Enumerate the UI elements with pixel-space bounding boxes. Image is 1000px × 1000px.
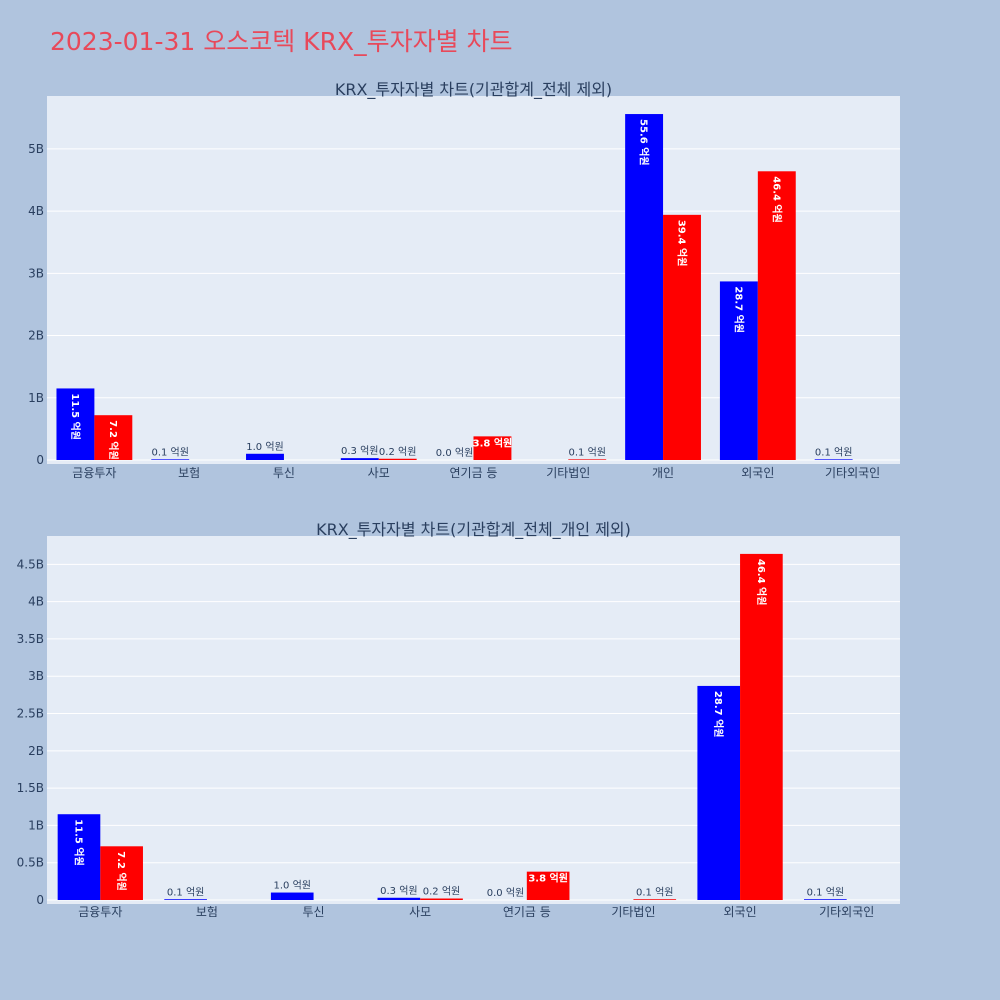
chart1-bar-label: 46.4 억원 <box>770 176 783 223</box>
chart1-bar-label: 11.5 억원 <box>69 393 82 440</box>
chart1-x-tick-label: 기타법인 <box>546 466 590 480</box>
chart2-y-tick-label: 1.5B <box>17 781 44 795</box>
chart2-bar <box>804 899 847 900</box>
chart1-bar <box>151 459 190 460</box>
chart1-x-tick-label: 금융투자 <box>72 466 116 480</box>
chart2-y-tick-label: 3.5B <box>17 632 44 646</box>
chart2-bar-label: 1.0 억원 <box>273 880 310 892</box>
chart1-bar <box>663 214 701 460</box>
chart2-bar-label: 3.8 억원 <box>528 872 568 885</box>
chart2-y-tick-label: 4B <box>28 595 44 609</box>
chart1-bar <box>625 114 664 461</box>
chart2-bar-label: 0.1 억원 <box>807 886 844 898</box>
chart1-x-tick-label: 보험 <box>178 466 200 480</box>
chart1-bar-label: 28.7 억원 <box>732 286 745 333</box>
chart1-bar <box>94 415 133 460</box>
chart1-x-tick-label: 외국인 <box>741 466 774 480</box>
chart2-x-tick-label: 투신 <box>303 905 325 919</box>
chart2-bar <box>100 846 143 900</box>
chart2-bar <box>377 897 421 900</box>
chart1-bar-label: 0.2 억원 <box>379 446 416 458</box>
chart1-bar-label: 39.4 억원 <box>676 220 689 267</box>
chart2-bar <box>697 685 741 900</box>
chart1-x-tick-label: 사모 <box>368 466 390 480</box>
chart1-bar-label: 3.8 억원 <box>473 436 513 449</box>
chart2-y-tick-label: 0 <box>36 893 44 907</box>
chart1-y-tick-label: 2B <box>28 329 44 343</box>
chart1-bar-label: 55.6 억원 <box>638 119 651 166</box>
chart1-y-tick-label: 1B <box>28 391 44 405</box>
chart1-y-tick-label: 0 <box>36 453 44 467</box>
chart1-y-tick-label: 5B <box>28 142 44 156</box>
chart2-bar <box>420 898 463 900</box>
chart1-bar-label: 0.1 억원 <box>151 446 188 458</box>
chart1-x-tick-label: 투신 <box>273 466 295 480</box>
chart2-bar-label: 11.5 억원 <box>72 819 85 866</box>
chart2-bar-label: 0.1 억원 <box>636 886 673 898</box>
chart2-y-tick-label: 2.5B <box>17 707 44 721</box>
chart1-x-tick-label: 연기금 등 <box>450 466 498 480</box>
chart2-y-tick-label: 3B <box>28 669 44 683</box>
chart1-bar-label: 0.0 억원 <box>436 447 473 459</box>
chart2-x-tick-label: 외국인 <box>724 905 757 919</box>
chart2-title: KRX_투자자별 차트(기관합계_전체_개인 제외) <box>316 520 631 540</box>
chart2-y-tick-label: 2B <box>28 744 44 758</box>
chart2-bar-label: 0.1 억원 <box>167 886 204 898</box>
chart2-bar-label: 0.2 억원 <box>423 886 460 898</box>
chart1-x-tick-label: 개인 <box>652 466 674 480</box>
chart2-bar-label: 46.4 억원 <box>755 559 768 606</box>
chart2-y-tick-label: 0.5B <box>17 856 44 870</box>
chart2-bar-label: 7.2 억원 <box>115 851 128 891</box>
page-title: 2023-01-31 오스코텍 KRX_투자자별 차트 <box>50 27 513 56</box>
chart1-y-tick-label: 3B <box>28 266 44 280</box>
chart1-bar-label: 0.1 억원 <box>568 446 605 458</box>
chart1-x-tick-label: 기타외국인 <box>825 466 880 480</box>
chart1-bar <box>378 458 417 460</box>
chart2-y-tick-label: 1B <box>28 818 44 832</box>
chart1-bar <box>56 388 95 460</box>
chart1-y-tick-label: 4B <box>28 204 44 218</box>
chart2-bar <box>633 899 677 900</box>
chart1-bar <box>568 459 607 460</box>
chart1-bar <box>340 458 379 460</box>
chart2-bar <box>270 892 314 900</box>
chart2-x-tick-label: 기타법인 <box>611 905 655 919</box>
chart2-x-tick-label: 사모 <box>409 905 431 919</box>
chart1-bar <box>814 459 853 460</box>
chart1-title: KRX_투자자별 차트(기관합계_전체 제외) <box>335 80 612 100</box>
chart2-bar-label: 0.3 억원 <box>380 885 417 897</box>
chart2-bar <box>740 553 783 900</box>
chart2-y-tick-label: 4.5B <box>17 557 44 571</box>
chart2-bar-label: 28.7 억원 <box>712 691 725 738</box>
chart2-x-tick-label: 연기금 등 <box>503 905 551 919</box>
chart1-bar-label: 1.0 억원 <box>246 441 283 453</box>
chart2-x-tick-label: 기타외국인 <box>819 905 874 919</box>
chart2-x-tick-label: 보험 <box>196 905 218 919</box>
chart1-bar <box>473 436 512 460</box>
chart2-bar-label: 0.0 억원 <box>487 887 524 899</box>
chart1-bar-label: 0.3 억원 <box>341 445 378 457</box>
chart2-bar <box>164 899 207 900</box>
chart2-bar <box>526 871 570 900</box>
chart2-bar <box>57 814 101 900</box>
chart1-bar <box>719 281 758 460</box>
chart1-bar <box>246 453 284 460</box>
chart1-bar <box>757 171 796 461</box>
chart1-bar-label: 0.1 억원 <box>815 446 852 458</box>
chart1-bar-label: 7.2 억원 <box>107 420 120 460</box>
chart2-x-tick-label: 금융투자 <box>78 905 122 919</box>
